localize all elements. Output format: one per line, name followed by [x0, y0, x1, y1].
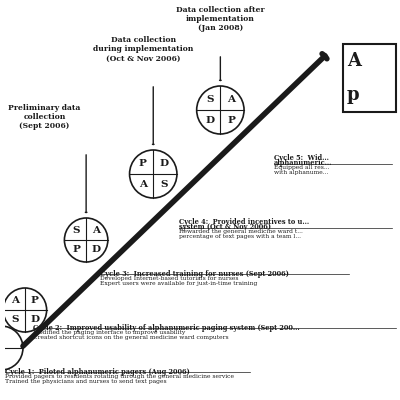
- Text: Rewarded the general medicine ward t...: Rewarded the general medicine ward t...: [179, 229, 303, 234]
- Text: A: A: [92, 226, 100, 234]
- Bar: [343, 44, 396, 112]
- Text: Preliminary data
collection
(Sept 2006): Preliminary data collection (Sept 2006): [8, 104, 81, 130]
- Text: S: S: [12, 315, 19, 324]
- Text: Cycle 5:  Wid...: Cycle 5: Wid...: [274, 154, 328, 162]
- Text: S: S: [206, 95, 214, 104]
- Text: P: P: [139, 159, 146, 168]
- Text: A: A: [347, 52, 361, 70]
- Text: Equipped all res...: Equipped all res...: [274, 165, 329, 170]
- Text: Data collection after
implementation
(Jan 2008): Data collection after implementation (Ja…: [176, 6, 265, 32]
- Text: Developed Internet-based tutorials for nurses: Developed Internet-based tutorials for n…: [100, 276, 238, 281]
- Text: Modified the paging interface to improve usability: Modified the paging interface to improve…: [33, 330, 185, 334]
- Text: D: D: [205, 116, 214, 125]
- Text: D: D: [159, 159, 168, 168]
- Text: S: S: [73, 226, 80, 234]
- Text: Provided pagers to residents rotating through the general medicine service: Provided pagers to residents rotating th…: [5, 374, 234, 378]
- Text: A: A: [11, 296, 19, 305]
- Text: Created shortcut icons on the general medicine ward computers: Created shortcut icons on the general me…: [33, 335, 228, 340]
- Text: P: P: [31, 296, 39, 305]
- Text: percentage of text pages with a team l...: percentage of text pages with a team l..…: [179, 234, 301, 239]
- Text: D: D: [91, 245, 100, 254]
- Text: Expert users were available for just-in-time training: Expert users were available for just-in-…: [100, 281, 257, 286]
- Text: system (Oct & Nov 2006): system (Oct & Nov 2006): [179, 223, 271, 231]
- Text: A: A: [138, 180, 146, 189]
- Text: S: S: [160, 180, 168, 189]
- Text: D: D: [30, 315, 39, 324]
- Text: Cycle 1:  Piloted alphanumeric pagers (Aug 2006): Cycle 1: Piloted alphanumeric pagers (Au…: [5, 368, 190, 376]
- Text: alphanumeric...: alphanumeric...: [274, 159, 332, 167]
- Text: Cycle 2:  Improved usability of alphanumeric paging system (Sept 200...: Cycle 2: Improved usability of alphanume…: [33, 324, 300, 332]
- Text: A: A: [227, 95, 235, 104]
- Text: Trained the physicians and nurses to send text pages: Trained the physicians and nurses to sen…: [5, 379, 167, 384]
- Text: Cycle 3:  Increased training for nurses (Sept 2006): Cycle 3: Increased training for nurses (…: [100, 270, 289, 278]
- Text: P: P: [227, 116, 235, 125]
- Text: Cycle 4:  Provided incentives to u...: Cycle 4: Provided incentives to u...: [179, 218, 309, 226]
- Text: p: p: [347, 86, 359, 104]
- Text: P: P: [72, 245, 80, 254]
- Text: with alphanume...: with alphanume...: [274, 170, 328, 175]
- Text: Data collection
during implementation
(Oct & Nov 2006): Data collection during implementation (O…: [93, 36, 194, 62]
